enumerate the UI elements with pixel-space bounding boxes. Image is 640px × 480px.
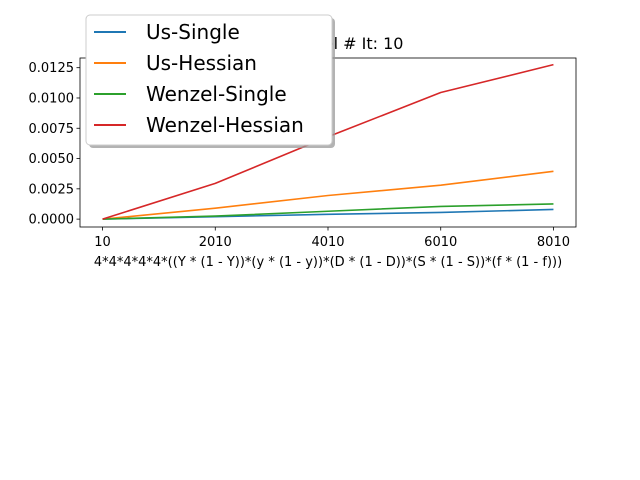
y-tick-label: 0.0075 [29, 122, 75, 137]
y-tick-label: 0.0050 [29, 152, 75, 167]
series-line-wenzel-single [102, 203, 554, 220]
y-tick-label: 0.0000 [29, 213, 75, 228]
x-axis-label: 4*4*4*4*4*((Y * (1 - Y))*(y * (1 - y))*(… [94, 255, 562, 270]
x-tick-label: 8010 [537, 235, 570, 250]
y-tick-label: 0.0025 [29, 182, 75, 197]
y-tick-label: 0.0125 [29, 61, 75, 76]
x-tick-label: 6010 [424, 235, 457, 250]
x-axis: 10 2010 4010 6010 8010 [94, 227, 570, 250]
series-line-us-hessian [102, 170, 554, 220]
y-axis: 0.0000 0.0025 0.0050 0.0075 0.0100 0.0125 [29, 61, 80, 228]
legend-label: Us-Hessian [146, 51, 257, 75]
x-tick-label: 4010 [311, 235, 344, 250]
legend-box [85, 14, 333, 146]
legend-label: Us-Single [146, 20, 240, 44]
legend-label: Wenzel-Single [146, 82, 287, 106]
legend-label: Wenzel-Hessian [146, 113, 304, 137]
x-tick-label: 2010 [199, 235, 232, 250]
legend: Us-Single Us-Hessian Wenzel-Single Wenzel-H… [85, 14, 335, 148]
y-tick-label: 0.0100 [29, 91, 75, 106]
x-tick-label: 10 [94, 235, 111, 250]
